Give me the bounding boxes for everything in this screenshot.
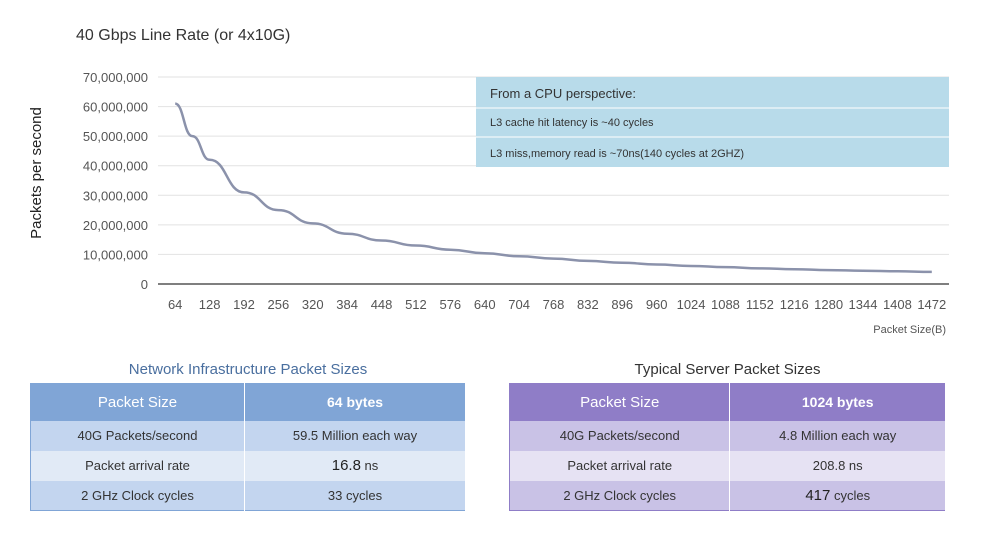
- x-tick-label: 448: [371, 297, 393, 312]
- x-tick-label: 512: [405, 297, 427, 312]
- x-axis-label: Packet Size(B): [873, 324, 946, 336]
- y-tick-label: 70,000,000: [83, 70, 148, 85]
- x-tick-label: 256: [268, 297, 290, 312]
- y-tick-label: 20,000,000: [83, 218, 148, 233]
- network-packet-table: Packet Size 64 bytes 40G Packets/second …: [30, 383, 466, 511]
- table-header-label: Packet Size: [30, 383, 246, 421]
- chart-title: 40 Gbps Line Rate (or 4x10G): [76, 27, 291, 44]
- y-tick-label: 0: [141, 277, 148, 292]
- table-row: Packet arrival rate 16.8 ns: [30, 450, 466, 481]
- x-tick-label: 64: [168, 297, 182, 312]
- cpu-note-line-2: L3 miss,memory read is ~70ns(140 cycles …: [490, 148, 744, 160]
- row-value: 16.8 ns: [244, 450, 466, 481]
- x-tick-label: 768: [543, 297, 565, 312]
- y-tick-label: 60,000,000: [83, 100, 148, 115]
- y-tick-label: 30,000,000: [83, 188, 148, 203]
- x-tick-label: 320: [302, 297, 324, 312]
- row-value: 417 cycles: [729, 480, 946, 511]
- x-tick-label: 1280: [814, 297, 843, 312]
- x-tick-label: 1408: [883, 297, 912, 312]
- row-label: 2 GHz Clock cycles: [30, 480, 246, 511]
- x-tick-label: 704: [508, 297, 530, 312]
- row-label: 40G Packets/second: [30, 420, 246, 451]
- table-row: 2 GHz Clock cycles 417 cycles: [509, 480, 946, 511]
- y-axis-ticks: 0 10,000,000 20,000,000 30,000,000 40,000,00…: [83, 70, 148, 292]
- cpu-note-box: [476, 77, 949, 167]
- row-label: 40G Packets/second: [509, 420, 731, 451]
- x-tick-label: 960: [646, 297, 668, 312]
- x-tick-label: 384: [336, 297, 358, 312]
- y-tick-label: 40,000,000: [83, 159, 148, 174]
- y-tick-label: 50,000,000: [83, 129, 148, 144]
- x-tick-label: 640: [474, 297, 496, 312]
- table-row: Packet arrival rate 208.8 ns: [509, 450, 946, 481]
- row-value: 4.8 Million each way: [729, 420, 946, 451]
- server-packet-table: Packet Size 1024 bytes 40G Packets/secon…: [509, 383, 946, 511]
- table-row: 40G Packets/second 59.5 Million each way: [30, 420, 466, 451]
- x-tick-label: 896: [611, 297, 633, 312]
- table-header-value: 64 bytes: [244, 383, 466, 421]
- x-tick-label: 1088: [711, 297, 740, 312]
- x-tick-label: 832: [577, 297, 599, 312]
- row-value-number: 417: [805, 486, 831, 504]
- row-value: 59.5 Million each way: [244, 420, 466, 451]
- network-table-title: Network Infrastructure Packet Sizes: [128, 361, 368, 378]
- cpu-note-heading: From a CPU perspective:: [490, 86, 636, 101]
- row-value-unit: cycles: [830, 487, 871, 503]
- line-chart: From a CPU perspective: L3 cache hit lat…: [28, 70, 949, 336]
- table-header-label: Packet Size: [509, 383, 731, 421]
- table-row: 2 GHz Clock cycles 33 cycles: [30, 480, 466, 511]
- row-label: Packet arrival rate: [509, 450, 731, 481]
- x-tick-label: 128: [199, 297, 221, 312]
- x-tick-label: 1152: [746, 297, 774, 312]
- x-tick-label: 1472: [917, 297, 946, 312]
- x-axis-ticks: 64 128 192 256 320 384 448 512 576 640 704 768 832 89…: [168, 297, 946, 312]
- x-tick-label: 1344: [849, 297, 878, 312]
- series-line: [174, 102, 932, 274]
- cpu-note-line-1: L3 cache hit latency is ~40 cycles: [490, 117, 654, 129]
- row-label: Packet arrival rate: [30, 450, 246, 481]
- x-tick-label: 1216: [780, 297, 809, 312]
- table-header-value: 1024 bytes: [729, 383, 946, 421]
- table-row: 40G Packets/second 4.8 Million each way: [509, 420, 946, 451]
- y-tick-label: 10,000,000: [83, 247, 148, 262]
- x-tick-label: 1024: [677, 297, 706, 312]
- server-table-title: Typical Server Packet Sizes: [634, 361, 821, 378]
- row-value-unit: ns: [360, 458, 379, 473]
- row-value-number: 16.8: [331, 457, 361, 474]
- x-tick-label: 192: [233, 297, 255, 312]
- y-axis-label: Packets per second: [28, 107, 45, 239]
- row-value: 33 cycles: [244, 480, 466, 511]
- row-value: 208.8 ns: [729, 450, 946, 481]
- x-tick-label: 576: [439, 297, 461, 312]
- row-label: 2 GHz Clock cycles: [509, 480, 731, 511]
